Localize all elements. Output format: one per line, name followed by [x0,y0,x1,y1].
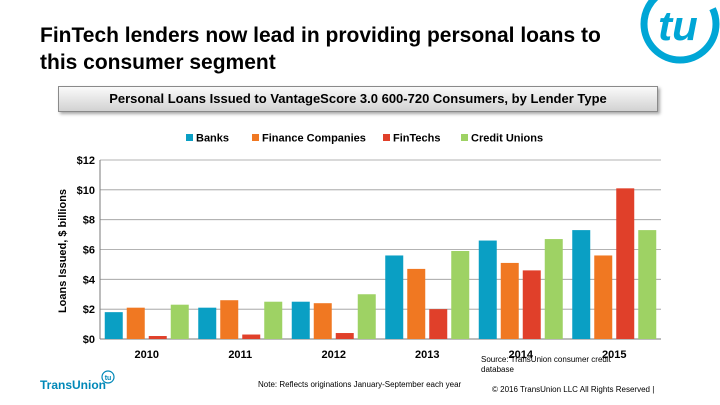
x-tick-label: 2015 [602,349,626,361]
bar [313,303,332,339]
legend-swatch [186,134,193,141]
brand-badge-text: tu [105,375,112,382]
legend-label: Banks [196,133,229,145]
brand-badge-icon: tu [101,370,115,384]
legend-swatch [252,134,259,141]
bar [478,240,497,339]
bar [264,301,283,339]
x-tick-label: 2013 [415,349,439,361]
legend-label: FinTechs [393,133,440,145]
copyright: © 2016 TransUnion LLC All Rights Reserve… [492,385,655,394]
chart-bars [104,188,657,339]
x-tick-label: 2010 [135,349,159,361]
y-tick-label: $2 [83,304,95,316]
bar [220,300,239,339]
bar [522,270,541,339]
bar [638,230,657,339]
bar [198,307,217,339]
bar [357,294,376,339]
transunion-logo-icon: tu [640,0,720,64]
legend-swatch [383,134,390,141]
bar [170,304,189,339]
y-axis-ticks: $0 $2 $4 $6 $8 $10 $12 [77,155,96,346]
bar [104,312,123,339]
bar [335,333,354,339]
bar [500,262,519,339]
bar [544,239,563,339]
slide-title: FinTech lenders now lead in providing pe… [40,24,601,74]
chart-gridlines [99,159,661,340]
y-tick-label: $4 [83,274,96,286]
logo-text: tu [658,2,698,49]
y-tick-label: $8 [83,215,95,227]
y-tick-label: $12 [77,155,95,167]
bar [291,301,310,339]
bar [616,188,635,339]
bar [385,255,404,339]
x-tick-label: 2014 [509,349,534,361]
bar [572,230,591,339]
bar [148,336,167,339]
y-axis-label: Loans Issued, $ billions [57,189,69,313]
bar [407,268,426,339]
brand-name: TransUnion [40,378,107,392]
legend-label: Finance Companies [262,133,366,145]
legend-label: Credit Unions [471,133,543,145]
chart-subtitle: Personal Loans Issued to VantageScore 3.… [58,86,658,112]
x-tick-label: 2012 [322,349,346,361]
bar [594,255,613,339]
bar [429,309,448,339]
y-tick-label: $0 [83,334,95,346]
x-tick-label: 2011 [228,349,252,361]
y-tick-label: $10 [77,185,95,197]
legend-swatch [461,134,468,141]
source-note: Source: TransUnion consumer credit datab… [481,355,611,374]
bar [451,250,470,339]
footnote: Note: Reflects originations January-Sept… [258,380,462,389]
chart-legend: Banks Finance Companies FinTechs Credit Uni… [186,133,543,145]
y-tick-label: $6 [83,245,95,257]
x-axis-ticks: 2010 2011 2012 2013 2014 2015 [135,349,627,361]
bar [242,334,261,339]
bar [126,307,145,339]
